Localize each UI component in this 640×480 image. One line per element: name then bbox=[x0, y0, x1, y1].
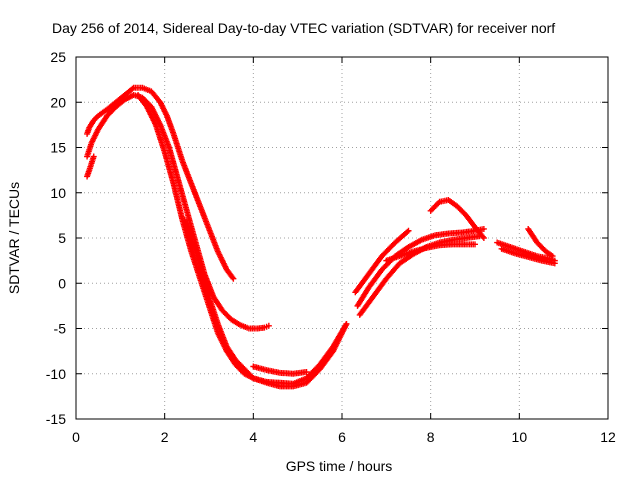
data-point bbox=[265, 322, 272, 329]
x-axis-label: GPS time / hours bbox=[286, 458, 393, 474]
series-arc13 bbox=[525, 225, 556, 260]
y-tick-label: 15 bbox=[50, 140, 66, 156]
series-arc5 bbox=[181, 216, 350, 390]
data-point bbox=[303, 368, 310, 375]
series-arc11 bbox=[427, 196, 487, 241]
data-point bbox=[229, 274, 236, 281]
series-arc1 bbox=[84, 84, 237, 282]
y-tick-label: -5 bbox=[54, 321, 67, 337]
data-point bbox=[551, 260, 558, 267]
data-point bbox=[405, 227, 412, 234]
series-arc3 bbox=[84, 153, 97, 180]
x-tick-label: 6 bbox=[338, 429, 346, 445]
x-tick-label: 10 bbox=[512, 429, 528, 445]
series-arc6 bbox=[250, 363, 310, 377]
data-point bbox=[90, 153, 97, 160]
data-point bbox=[435, 200, 442, 207]
y-tick-label: 20 bbox=[50, 94, 66, 110]
y-tick-label: 10 bbox=[50, 185, 66, 201]
y-tick-label: 25 bbox=[50, 49, 66, 65]
data-point bbox=[230, 275, 237, 282]
data-points bbox=[84, 84, 558, 390]
series-arc9 bbox=[352, 227, 412, 296]
y-axis-label: SDTVAR / TECUs bbox=[6, 182, 22, 294]
x-tick-label: 2 bbox=[161, 429, 169, 445]
data-point bbox=[472, 241, 478, 248]
data-point bbox=[129, 85, 136, 92]
data-point bbox=[480, 225, 487, 232]
x-tick-label: 12 bbox=[600, 429, 616, 445]
y-tick-label: -15 bbox=[46, 411, 66, 427]
data-point bbox=[480, 235, 487, 241]
series-arc4 bbox=[135, 92, 350, 387]
x-tick-label: 4 bbox=[249, 429, 257, 445]
x-ticks: 0 2 4 6 8 10 12 bbox=[72, 57, 616, 445]
series-arc14 bbox=[498, 245, 558, 267]
y-tick-label: 0 bbox=[58, 275, 66, 291]
data-point bbox=[343, 320, 350, 327]
data-point bbox=[549, 253, 556, 260]
x-tick-label: 8 bbox=[427, 429, 435, 445]
series-arc7 bbox=[354, 225, 487, 309]
y-ticks: -15 -10 -5 0 5 10 15 20 25 bbox=[46, 49, 608, 427]
y-tick-label: -10 bbox=[46, 366, 66, 382]
chart-title: Day 256 of 2014, Sidereal Day-to-day VTE… bbox=[52, 20, 555, 36]
y-tick-label: 5 bbox=[58, 230, 66, 246]
data-point bbox=[404, 228, 411, 235]
x-tick-label: 0 bbox=[72, 429, 80, 445]
series-arc10 bbox=[383, 241, 478, 264]
